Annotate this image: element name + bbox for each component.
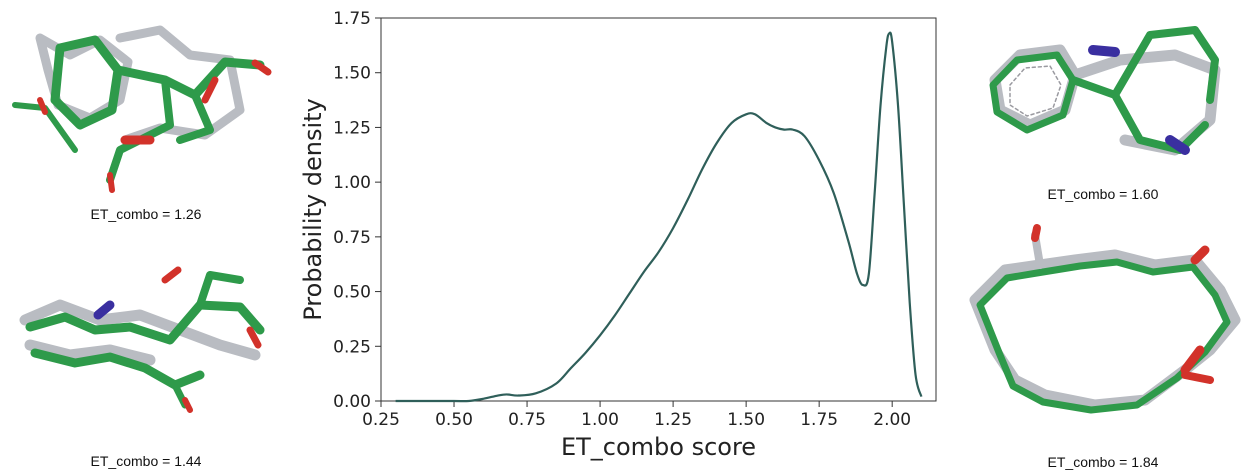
caption-top-right: ET_combo = 1.60 xyxy=(1047,186,1159,202)
x-tick-label: 1.50 xyxy=(727,410,765,430)
x-tick-label: 1.75 xyxy=(800,410,838,430)
x-tick-label: 1.00 xyxy=(581,410,619,430)
plot-frame xyxy=(380,17,937,402)
caption-bottom-left: ET_combo = 1.44 xyxy=(90,453,202,469)
molecule-overlay-image-top-right xyxy=(989,26,1221,156)
y-tick-label: 1.25 xyxy=(333,118,371,138)
y-tick-label: 1.00 xyxy=(333,173,371,193)
x-tick-label: 0.25 xyxy=(362,410,400,430)
molecule-overlay-image-bottom-right xyxy=(969,224,1241,414)
density-chart: 0.25 0.50 0.75 1.00 1.25 1.50 1.75 2.000.000.25… xyxy=(299,9,937,461)
density-line xyxy=(395,31,923,403)
y-tick-label: 0.50 xyxy=(333,283,371,303)
molecule-panel-bottom-right: ET_combo = 1.84 xyxy=(965,210,1249,470)
molecule-panel-top-right: ET_combo = 1.60 xyxy=(965,0,1249,210)
y-axis-title: Probability density xyxy=(299,98,327,321)
y-tick-label: 1.50 xyxy=(333,64,371,84)
molecule-panel-bottom-left: ET_combo = 1.44 xyxy=(0,235,290,470)
y-tick-label: 0.25 xyxy=(333,337,371,357)
molecule-overlay-image-bottom-left xyxy=(19,266,265,413)
x-tick-label: 2.00 xyxy=(873,410,911,430)
y-tick-label: 0.00 xyxy=(333,392,371,412)
x-tick-label: 0.50 xyxy=(435,410,473,430)
x-tick-label: 1.25 xyxy=(654,410,692,430)
x-tick-label: 0.75 xyxy=(508,410,546,430)
caption-top-left: ET_combo = 1.26 xyxy=(90,206,202,222)
x-axis-title: ET_combo score xyxy=(561,433,756,461)
y-tick-label: 0.75 xyxy=(333,228,371,248)
molecule-panel-top-left: ET_combo = 1.26 xyxy=(0,0,290,235)
y-tick-label: 1.75 xyxy=(333,9,371,29)
caption-bottom-right: ET_combo = 1.84 xyxy=(1047,454,1159,470)
molecule-overlay-image-top-left xyxy=(12,25,272,193)
